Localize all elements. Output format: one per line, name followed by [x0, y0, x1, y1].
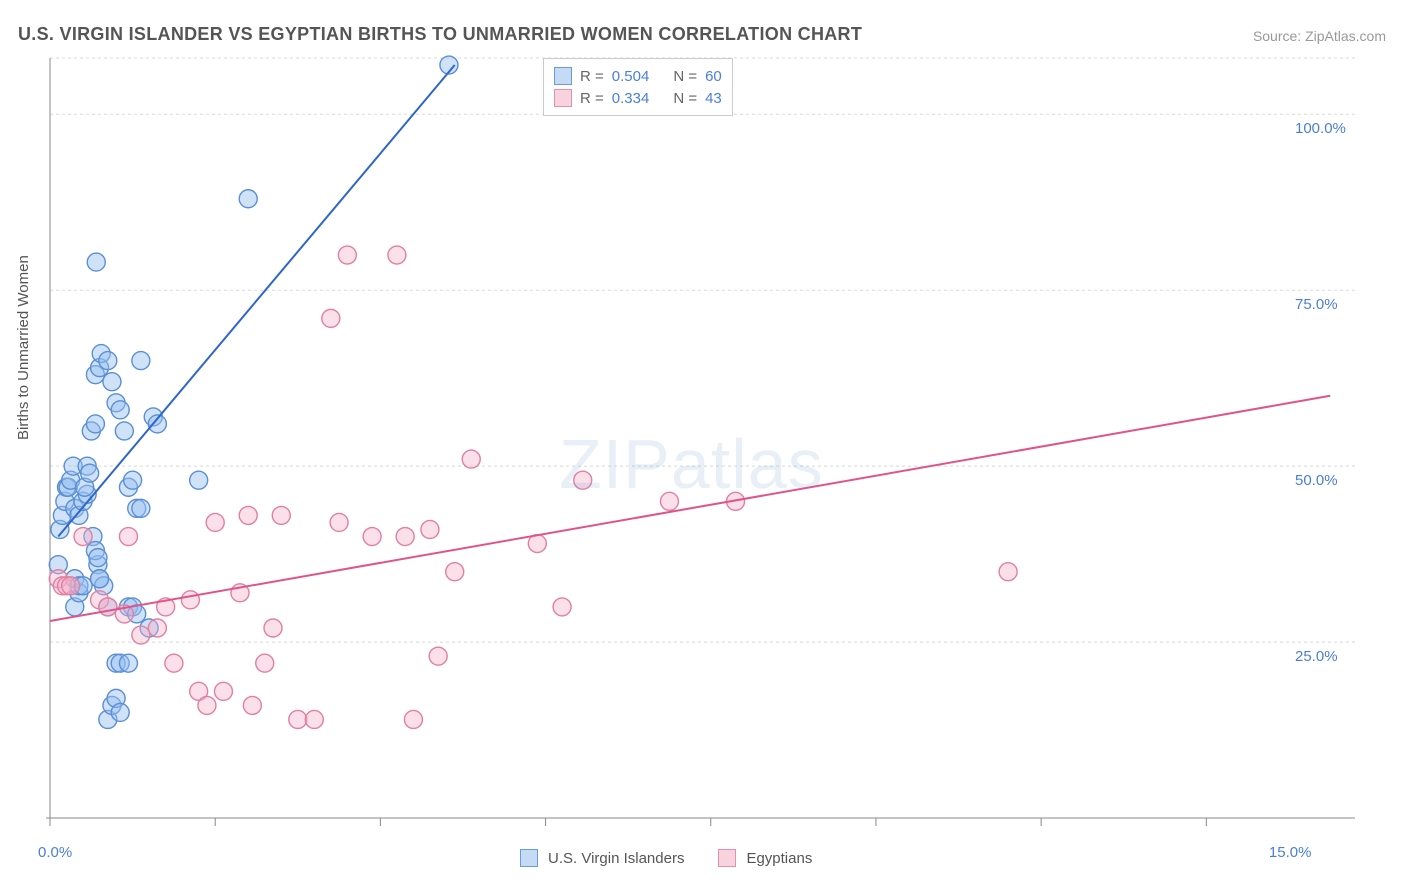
stat-label: N =	[673, 90, 697, 107]
stat-label: N =	[673, 68, 697, 85]
legend-swatch-icon	[718, 849, 736, 867]
legend-label: Egyptians	[746, 850, 812, 867]
stat-n: 60	[705, 68, 722, 85]
stats-row: R = 0.334 N = 43	[554, 87, 722, 109]
stat-r: 0.334	[612, 90, 650, 107]
x-tick: 15.0%	[1269, 844, 1312, 861]
stats-row: R = 0.504 N = 60	[554, 65, 722, 87]
stat-r: 0.504	[612, 68, 650, 85]
legend-swatch-icon	[520, 849, 538, 867]
bottom-legend: U.S. Virgin Islanders Egyptians	[520, 849, 812, 867]
y-tick: 50.0%	[1295, 472, 1338, 489]
scatter-chart	[0, 0, 1360, 833]
x-tick: 0.0%	[38, 844, 72, 861]
stat-label: R =	[580, 90, 604, 107]
y-tick: 75.0%	[1295, 296, 1338, 313]
y-tick: 25.0%	[1295, 648, 1338, 665]
legend-label: U.S. Virgin Islanders	[548, 850, 684, 867]
stat-n: 43	[705, 90, 722, 107]
stats-legend: R = 0.504 N = 60 R = 0.334 N = 43	[543, 58, 733, 116]
swatch-icon	[554, 89, 572, 107]
swatch-icon	[554, 67, 572, 85]
stat-label: R =	[580, 68, 604, 85]
chart-container: U.S. VIRGIN ISLANDER VS EGYPTIAN BIRTHS …	[0, 0, 1406, 892]
y-tick: 100.0%	[1295, 120, 1346, 137]
